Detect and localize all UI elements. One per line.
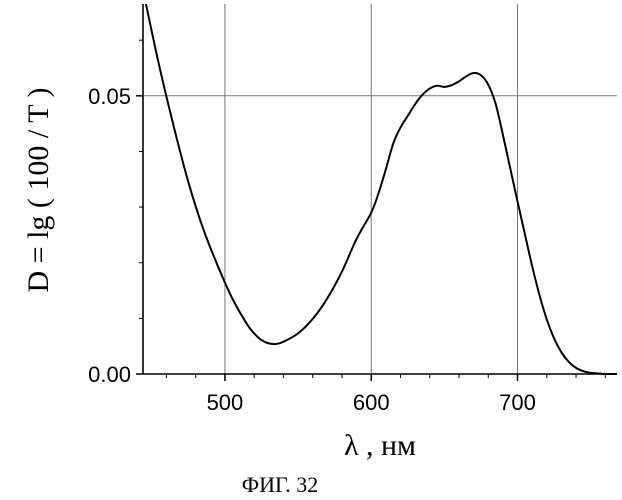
series-layer: [146, 4, 617, 374]
y-tick-label-0.00: 0.00: [88, 362, 131, 387]
y-axis-title: D = lg ( 100 / T ): [22, 88, 55, 293]
x-tick-label-600: 600: [353, 390, 390, 415]
x-tick-label-500: 500: [207, 390, 244, 415]
x-tick-label-700: 700: [499, 390, 536, 415]
x-axis-title: λ , нм: [344, 429, 416, 462]
y-tick-label-0.05: 0.05: [88, 84, 131, 109]
tick-labels: 500 600 700 0.00 0.05: [88, 84, 536, 415]
axes: [136, 4, 617, 381]
figure-caption: ФИГ. 32: [242, 472, 319, 497]
series-line-0: [146, 4, 617, 374]
